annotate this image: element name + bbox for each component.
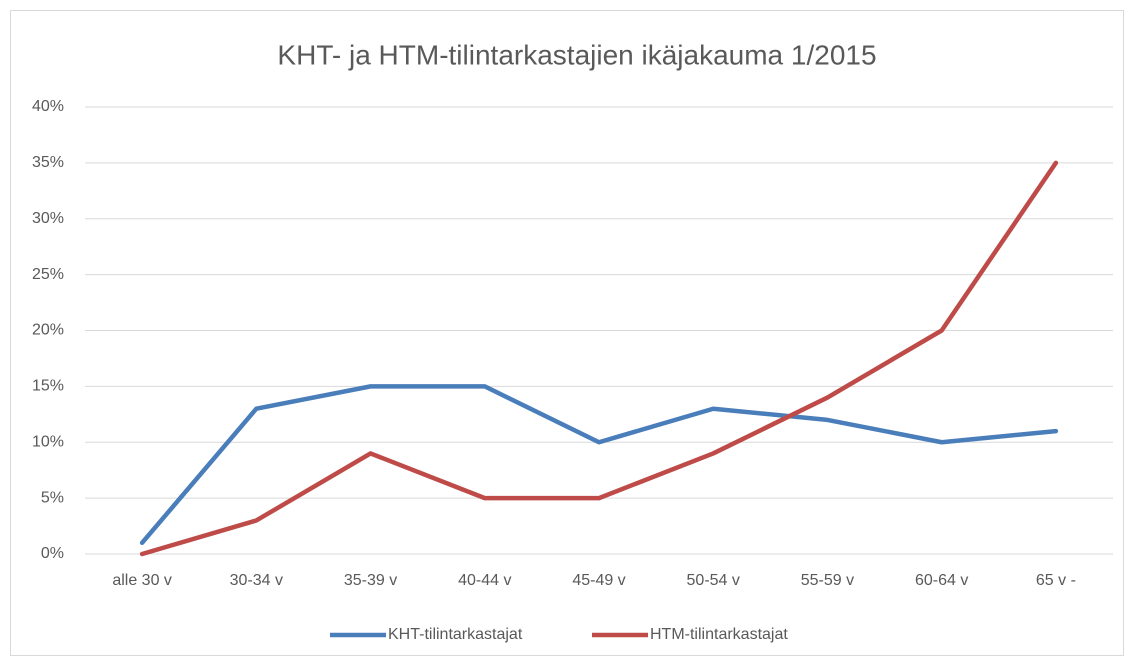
y-tick-label: 15% [32, 378, 64, 395]
x-tick-label: 55-59 v [801, 572, 854, 589]
legend-label: HTM-tilintarkastajat [650, 626, 788, 643]
x-tick-label: 50-54 v [687, 572, 740, 589]
chart-title: KHT- ja HTM-tilintarkastajien ikäjakauma… [277, 39, 876, 70]
x-tick-label: alle 30 v [112, 572, 172, 589]
y-tick-label: 5% [41, 489, 64, 506]
x-tick-label: 65 v - [1036, 572, 1076, 589]
x-tick-label: 40-44 v [458, 572, 511, 589]
x-tick-label: 60-64 v [915, 572, 968, 589]
y-tick-label: 40% [32, 98, 64, 115]
y-tick-label: 35% [32, 154, 64, 171]
series-line [139, 384, 1059, 546]
y-tick-label: 30% [32, 210, 64, 227]
x-tick-label: 35-39 v [344, 572, 397, 589]
y-tick-label: 10% [32, 433, 64, 450]
x-tick-label: 45-49 v [572, 572, 625, 589]
y-tick-label: 25% [32, 266, 64, 283]
legend-label: KHT-tilintarkastajat [388, 626, 523, 643]
series-line [139, 160, 1059, 557]
y-tick-label: 0% [41, 545, 64, 562]
y-tick-label: 20% [32, 322, 64, 339]
x-tick-label: 30-34 v [230, 572, 283, 589]
